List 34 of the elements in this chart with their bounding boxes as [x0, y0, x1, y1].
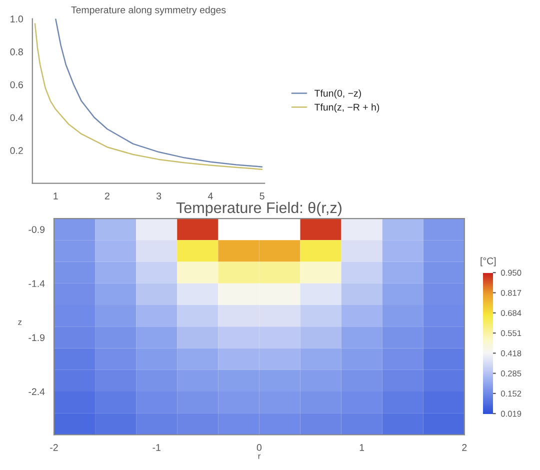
color-bar-label: 0.817 — [500, 290, 522, 296]
x-tick-label: 4 — [208, 192, 213, 200]
legend-label: Tfun(0, −z) — [314, 90, 361, 99]
x-tick-label: 0 — [256, 444, 262, 451]
x-tick-label: 3 — [156, 192, 162, 200]
chart-title: Temperature Field: θ(r,z) — [176, 202, 342, 216]
y-axis-title: z — [18, 320, 22, 325]
color-bar-title: [°C] — [480, 257, 496, 266]
x-tick-label: 2 — [462, 444, 467, 451]
x-tick-label: -2 — [50, 444, 58, 451]
y-tick-label: 0.2 — [10, 147, 23, 154]
color-bar-label: 0.950 — [500, 270, 522, 276]
x-tick-label: 1 — [360, 444, 364, 451]
x-axis-title: r — [258, 454, 260, 459]
y-tick-label: 0.6 — [10, 81, 23, 88]
color-bar-label: 0.152 — [500, 390, 522, 397]
y-tick-label: 0.4 — [10, 114, 24, 122]
y-tick-label: -1.4 — [28, 280, 45, 287]
y-tick-label: -1.9 — [28, 334, 45, 342]
y-tick-label: -2.4 — [28, 388, 45, 396]
color-bar-label: 0.019 — [500, 410, 522, 417]
color-bar-label: 0.418 — [500, 350, 522, 356]
legend-label: Tfun(z, −R + h) — [314, 103, 380, 113]
y-tick-label: 0.8 — [10, 48, 23, 56]
color-bar-label: 0.684 — [500, 310, 522, 316]
chart-title: Temperature along symmetry edges — [71, 6, 226, 16]
y-tick-label: -0.9 — [28, 226, 45, 233]
color-bar-label: 0.285 — [500, 370, 522, 376]
x-tick-label: 1 — [54, 192, 58, 200]
x-tick-label: 2 — [105, 192, 110, 200]
x-tick-label: -1 — [152, 444, 160, 451]
color-bar-label: 0.551 — [500, 330, 522, 336]
y-tick-label: 1.0 — [10, 16, 23, 22]
x-tick-label: 5 — [260, 192, 264, 200]
